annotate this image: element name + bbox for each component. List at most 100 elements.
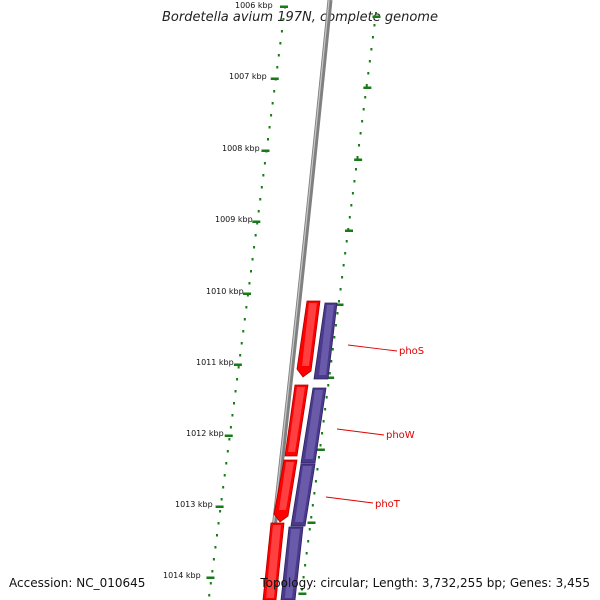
ruler-dot xyxy=(256,222,259,225)
scale-label: 1008 kbp xyxy=(222,144,260,153)
ruler-dot xyxy=(277,54,280,57)
ruler-dot xyxy=(328,372,331,375)
scale-label: 1011 kbp xyxy=(196,358,234,367)
ruler-dot xyxy=(240,342,243,345)
ruler-major-tick xyxy=(215,505,224,508)
ruler-dot xyxy=(208,594,211,597)
ruler-dot xyxy=(314,480,317,483)
left-scale-ruler xyxy=(206,5,288,597)
reverse-gene-4[interactable] xyxy=(280,526,304,600)
scale-label: 1010 kbp xyxy=(206,287,244,296)
ruler-dot xyxy=(330,360,333,363)
ruler-dot xyxy=(245,306,248,309)
ruler-dot xyxy=(361,120,364,123)
ruler-dot xyxy=(311,504,314,507)
ruler-dot xyxy=(220,498,223,501)
phoW-leader-line xyxy=(336,428,385,436)
ruler-dot xyxy=(333,336,336,339)
ruler-dot xyxy=(319,444,322,447)
ruler-dot xyxy=(271,102,274,105)
ruler-dot xyxy=(234,390,237,393)
reverse-gene-phoW[interactable] xyxy=(300,387,327,464)
scale-label: 1014 kbp xyxy=(163,571,201,580)
ruler-dot xyxy=(237,366,240,369)
ruler-dot xyxy=(236,378,239,381)
scale-label: 1009 kbp xyxy=(215,215,253,224)
topology-text: Topology: circular; Length: 3,732,255 bp… xyxy=(260,576,590,590)
ruler-dot xyxy=(305,552,308,555)
ruler-dot xyxy=(356,156,359,159)
ruler-dot xyxy=(371,36,374,39)
ruler-dot xyxy=(302,576,305,579)
ruler-dot xyxy=(327,384,330,387)
ruler-major-tick xyxy=(280,5,288,8)
ruler-dot xyxy=(368,60,371,63)
ruler-dot xyxy=(359,132,362,135)
ruler-dot xyxy=(375,12,377,15)
ruler-major-tick xyxy=(307,521,316,524)
ruler-dot xyxy=(232,402,235,405)
ruler-major-tick xyxy=(316,448,325,451)
ruler-dot xyxy=(345,240,348,243)
ruler-dot xyxy=(334,324,337,327)
ruler-dot xyxy=(358,144,361,147)
ruler-dot xyxy=(304,564,307,567)
ruler-dot xyxy=(242,330,245,333)
ruler-major-tick xyxy=(252,220,261,223)
ruler-major-tick xyxy=(233,363,242,366)
ruler-dot xyxy=(249,270,252,273)
scale-label: 1007 kbp xyxy=(229,72,267,81)
ruler-major-tick xyxy=(243,292,252,295)
ruler-major-tick xyxy=(372,15,381,18)
ruler-dot xyxy=(268,126,271,129)
scale-label: 1013 kbp xyxy=(175,500,213,509)
ruler-major-tick xyxy=(326,376,335,379)
ruler-major-tick xyxy=(298,592,307,595)
ruler-dot xyxy=(266,138,269,141)
ruler-dot xyxy=(324,408,327,411)
gene-label-phoS: phoS xyxy=(399,346,424,357)
ruler-dot xyxy=(248,282,251,285)
ruler-major-tick xyxy=(261,149,270,152)
ruler-dot xyxy=(212,558,215,561)
ruler-dot xyxy=(215,534,218,537)
forward-gene-2[interactable] xyxy=(284,384,309,457)
ruler-dot xyxy=(348,216,351,219)
ruler-dot xyxy=(222,486,225,489)
ruler-major-tick xyxy=(270,77,279,80)
scale-label: 1006 kbp xyxy=(235,1,273,10)
ruler-dot xyxy=(214,546,217,549)
accession-text: Accession: NC_010645 xyxy=(9,576,146,590)
ruler-dot xyxy=(362,108,365,111)
ruler-dot xyxy=(276,66,279,69)
ruler-dot xyxy=(344,252,347,255)
gene-label-phoW: phoW xyxy=(386,430,415,441)
ruler-dot xyxy=(322,420,325,423)
reverse-gene-phoT[interactable] xyxy=(290,463,316,527)
ruler-dot xyxy=(350,204,353,207)
ruler-dot xyxy=(257,210,260,213)
map-title: Bordetella avium 197N, complete genome xyxy=(162,10,438,25)
ruler-dot xyxy=(273,90,276,93)
ruler-dot xyxy=(219,510,222,513)
ruler-dot xyxy=(373,24,376,27)
forward-gene-3[interactable] xyxy=(273,459,298,523)
ruler-major-tick xyxy=(224,434,233,437)
ruler-dot xyxy=(259,198,262,201)
ruler-dot xyxy=(313,492,316,495)
phoS-leader-line xyxy=(347,344,398,352)
ruler-dot xyxy=(251,258,254,261)
ruler-dot xyxy=(217,522,220,525)
ruler-major-tick xyxy=(206,576,215,579)
reverse-gene-phoS[interactable] xyxy=(313,302,338,380)
ruler-dot xyxy=(262,174,265,177)
ruler-major-tick xyxy=(345,229,354,232)
ruler-dot xyxy=(209,582,212,585)
forward-gene-4[interactable] xyxy=(262,522,285,600)
ruler-dot xyxy=(336,312,339,315)
forward-gene-1[interactable] xyxy=(296,300,321,378)
ruler-dot xyxy=(228,438,231,441)
ruler-dot xyxy=(307,540,310,543)
right-scale-ruler xyxy=(298,12,381,595)
gene-label-phoT: phoT xyxy=(375,499,401,510)
